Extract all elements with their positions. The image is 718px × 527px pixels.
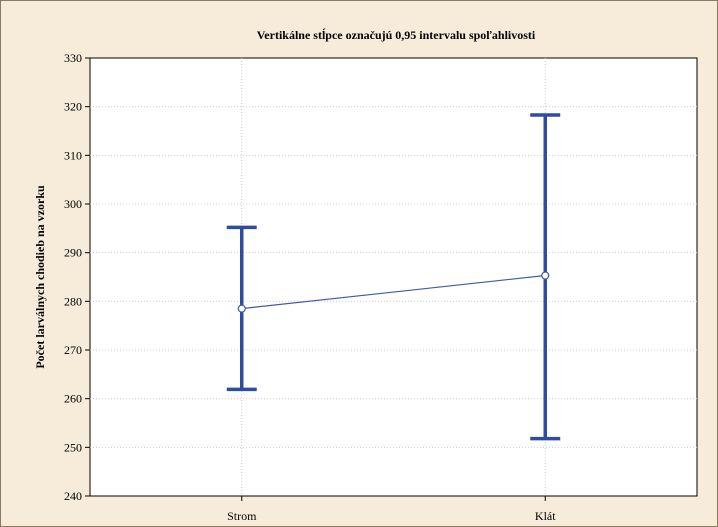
y-tick-label: 310 — [64, 148, 82, 162]
y-tick-label: 290 — [64, 246, 82, 260]
plot-area — [89, 57, 698, 497]
y-axis: 240 250 260 270 280 290 300 310 320 330 — [64, 51, 90, 503]
y-tick-label: 300 — [64, 197, 82, 211]
y-tick-label: 320 — [64, 100, 82, 114]
series-line — [241, 274, 546, 310]
y-tick-label: 250 — [64, 440, 82, 454]
data-point — [237, 304, 246, 313]
y-tick-label: 260 — [64, 392, 82, 406]
y-axis-label: Počet larválnych chodieb na vzorku — [33, 185, 47, 369]
y-tick-label: 270 — [64, 343, 82, 357]
chart-title: Vertikálne stĺpce označujú 0,95 interval… — [257, 27, 536, 42]
x-tick-label: Strom — [227, 509, 257, 523]
x-axis: Strom Klát — [227, 496, 556, 523]
y-tick-label: 330 — [64, 51, 82, 65]
y-tick-label: 280 — [64, 294, 82, 308]
x-tick-label: Klát — [535, 509, 556, 523]
series — [226, 113, 561, 441]
data-point — [541, 271, 550, 280]
y-tick-label: 240 — [64, 489, 82, 503]
